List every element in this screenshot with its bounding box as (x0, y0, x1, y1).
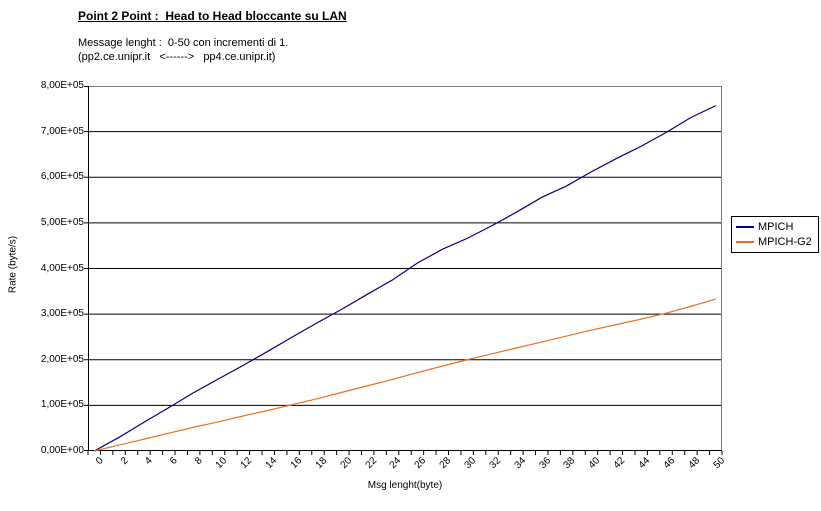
x-axis-title: Msg lenght(byte) (367, 480, 443, 491)
x-tick-label: 8 (193, 455, 205, 468)
x-tick-label: 42 (611, 455, 628, 471)
legend-line-swatch-mpich-g2 (736, 241, 754, 244)
y-tick-label: 6,00E+05 (40, 171, 84, 183)
x-tick-label: 22 (363, 455, 379, 471)
y-tick-label: 5,00E+05 (40, 216, 84, 228)
x-tick-label: 26 (412, 455, 429, 471)
x-tick-label: 46 (661, 455, 678, 471)
x-tick-label: 20 (338, 455, 354, 471)
y-tick-label: 8,00E+05 (40, 80, 84, 91)
y-tick-label: 3,00E+05 (40, 308, 84, 320)
x-tick-label: 36 (537, 455, 553, 471)
x-tick-label: 6 (168, 455, 180, 468)
x-tick-label: 44 (636, 455, 653, 471)
legend-line-swatch-mpich (736, 225, 754, 228)
x-tick-label: 30 (462, 455, 479, 471)
x-tick-label: 2 (118, 455, 131, 468)
x-tick-label: 18 (313, 455, 330, 471)
x-tick-label: 10 (213, 455, 230, 471)
x-tick-label: 24 (388, 455, 404, 471)
y-tick-label: 4,00E+05 (40, 262, 84, 274)
x-tick-label: 12 (238, 455, 255, 471)
x-tick-label: 4 (143, 455, 156, 468)
legend-item-mpich: MPICH (736, 221, 814, 233)
chart-subtitle-line2: (pp2.ce.unipr.it <------> pp4.ce.unipr.i… (78, 51, 276, 63)
chart-title: Point 2 Point : Head to Head bloccante s… (78, 9, 347, 23)
legend: MPICH MPICH-G2 (731, 216, 819, 253)
y-axis-title: Rate (byte/s) (7, 235, 19, 294)
x-tick-label: 38 (562, 455, 578, 471)
y-tick-label: 7,00E+05 (40, 125, 84, 137)
x-tick-label: 48 (686, 455, 702, 471)
x-tick-label: 14 (263, 455, 280, 471)
y-tick-label: 1,00E+05 (40, 399, 84, 411)
x-tick-label: 32 (487, 455, 504, 471)
x-tick-label: 34 (512, 455, 528, 471)
series-line-mpich (93, 105, 717, 452)
legend-label-mpich-g2: MPICH-G2 (758, 236, 812, 249)
legend-label-mpich: MPICH (758, 220, 794, 233)
plot-area (84, 86, 723, 455)
legend-item-mpich-g2: MPICH-G2 (736, 236, 814, 248)
y-tick-label: 2,00E+05 (40, 353, 84, 365)
chart-subtitle-line1: Message lenght : 0-50 con incrementi di … (78, 37, 289, 49)
x-tick-label: 50 (711, 455, 727, 471)
x-tick-label: 16 (288, 455, 305, 471)
series-line-mpich-g2 (94, 298, 716, 452)
x-tick-label: 28 (437, 455, 454, 471)
x-tick-label: 40 (586, 455, 603, 471)
y-tick-label: 0,00E+00 (40, 445, 84, 456)
x-tick-label: 0 (93, 455, 106, 468)
